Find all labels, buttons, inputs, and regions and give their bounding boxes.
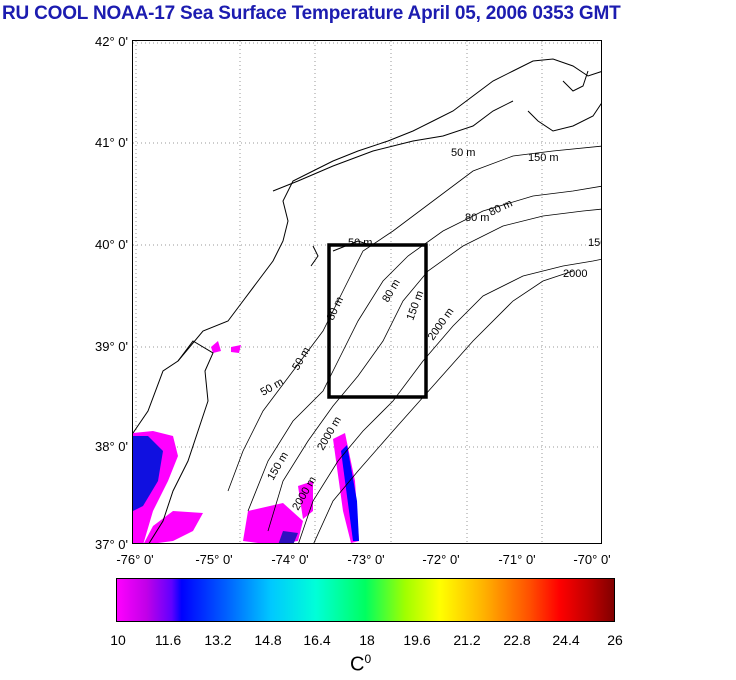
colorbar-tick: 16.4	[303, 632, 331, 648]
contour-label: 150 m	[405, 289, 427, 322]
lat-label: 38° 0'	[95, 439, 128, 454]
colorbar	[116, 578, 615, 622]
lon-label: -76° 0'	[116, 552, 154, 567]
contour-label: 150 m	[528, 152, 559, 164]
colorbar-tick: 14.8	[254, 632, 282, 648]
contour-label: 50 m	[451, 147, 475, 159]
lat-label: 37° 0'	[95, 537, 128, 552]
contour-label: 80 m	[465, 212, 489, 224]
contour-label: 80 m	[380, 277, 403, 304]
colorbar-units: C0	[350, 652, 371, 677]
contour-label: 2000 m	[426, 306, 457, 343]
sst-fill	[133, 341, 359, 543]
contour-label: 2000	[563, 268, 587, 280]
lon-label: -74° 0'	[271, 552, 309, 567]
colorbar-tick: 11.6	[154, 632, 182, 648]
contour-label: 150 m	[265, 450, 291, 482]
lat-label: 41° 0'	[95, 135, 128, 150]
contour-label: 150	[588, 237, 602, 249]
contour-label: 80 m	[487, 198, 514, 219]
contour-label-group: 50 m 80 m 150 m 2000 m 2000 50 m 80 m 15…	[259, 147, 602, 513]
bathymetry-contours	[227, 145, 601, 543]
lat-label: 42° 0'	[95, 34, 128, 49]
colorbar-tick: 24.4	[552, 632, 580, 648]
colorbar-tick: 21.2	[453, 632, 481, 648]
lat-label: 39° 0'	[95, 339, 128, 354]
lon-label: -70° 0'	[573, 552, 611, 567]
lon-label: -72° 0'	[422, 552, 460, 567]
units-base: C	[350, 653, 365, 676]
study-area-box	[327, 243, 428, 399]
colorbar-tick: 26	[607, 632, 623, 648]
colorbar-tick: 19.6	[403, 632, 431, 648]
sst-map: 50 m 80 m 150 m 2000 m 2000 50 m 80 m 15…	[133, 41, 602, 543]
lon-label: -73° 0'	[347, 552, 385, 567]
coastline	[133, 58, 601, 543]
map-panel: 50 m 80 m 150 m 2000 m 2000 50 m 80 m 15…	[132, 40, 602, 544]
contour-label: 50 m	[259, 376, 286, 399]
map-grid	[133, 41, 601, 543]
colorbar-tick: 18	[359, 632, 375, 648]
units-superscript: 0	[364, 652, 372, 666]
colorbar-tick: 22.8	[503, 632, 531, 648]
lon-label: -75° 0'	[195, 552, 233, 567]
map-title: RU COOL NOAA-17 Sea Surface Temperature …	[2, 3, 621, 24]
colorbar-tick: 13.2	[204, 632, 232, 648]
colorbar-tick: 10	[110, 632, 126, 648]
lon-label: -71° 0'	[498, 552, 536, 567]
contour-label: 50 m	[348, 237, 372, 249]
contour-label: 50 m	[290, 345, 313, 372]
lat-label: 40° 0'	[95, 237, 128, 252]
